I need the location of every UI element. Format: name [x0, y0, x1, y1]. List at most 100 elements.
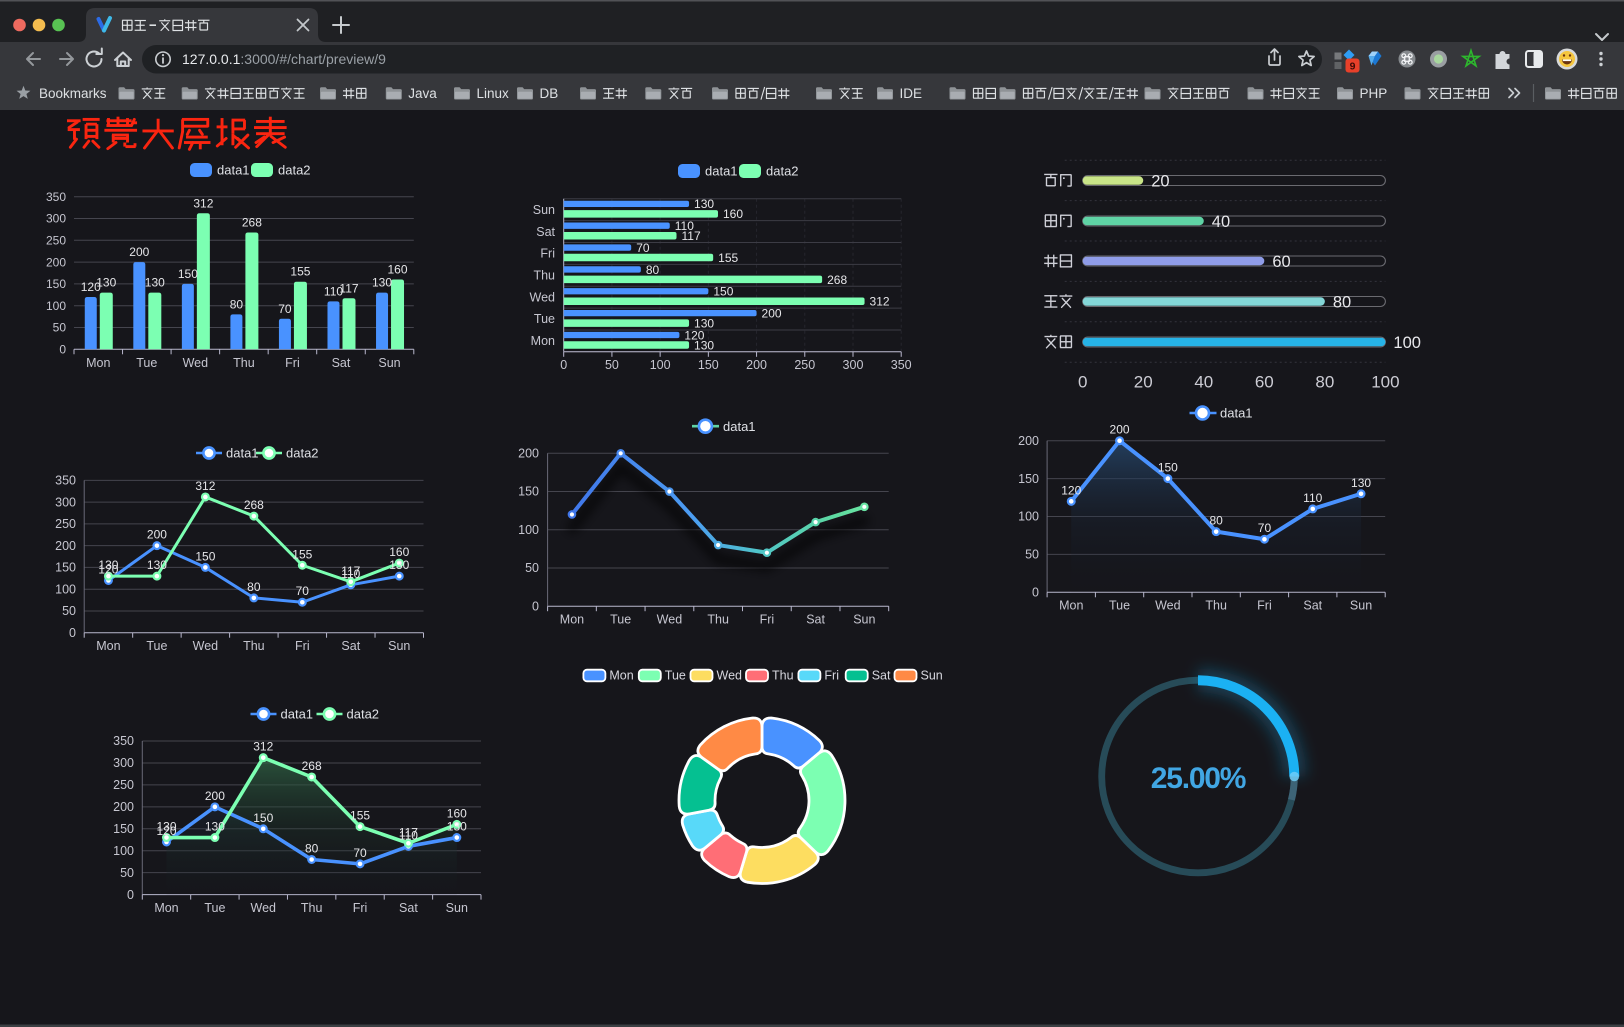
svg-text:Fri: Fri [353, 901, 368, 915]
svg-text:160: 160 [388, 263, 408, 277]
svg-text:Sat: Sat [536, 225, 555, 239]
svg-text:Sun: Sun [921, 669, 943, 683]
svg-text:150: 150 [1158, 461, 1178, 475]
svg-text:0: 0 [1078, 373, 1087, 392]
svg-text:130: 130 [389, 558, 409, 572]
svg-text:Wed: Wed [183, 356, 209, 370]
svg-text:IDE: IDE [900, 86, 923, 101]
svg-text:Tue: Tue [534, 312, 555, 326]
svg-text:120: 120 [156, 824, 176, 838]
svg-text:Mon: Mon [86, 356, 110, 370]
svg-text:Wed: Wed [530, 290, 556, 304]
svg-text:110: 110 [341, 567, 360, 581]
svg-text:100: 100 [46, 299, 66, 313]
svg-text:9: 9 [1350, 60, 1356, 72]
svg-text:Fri: Fri [824, 669, 839, 683]
svg-text:Tue: Tue [665, 669, 686, 683]
svg-text:data1: data1 [705, 164, 738, 179]
svg-text:Wed: Wed [193, 639, 219, 653]
svg-text:130: 130 [156, 820, 176, 834]
svg-text:Fri: Fri [1257, 599, 1272, 613]
svg-text:70: 70 [353, 846, 367, 860]
svg-text:Mon: Mon [154, 901, 178, 915]
svg-text:110: 110 [1303, 491, 1322, 505]
svg-text:Wed: Wed [717, 669, 743, 683]
svg-text:268: 268 [302, 759, 322, 773]
svg-text:0: 0 [532, 599, 539, 613]
svg-text:50: 50 [62, 604, 76, 618]
svg-text:80: 80 [646, 263, 660, 277]
svg-text:130: 130 [98, 558, 118, 572]
svg-text:80: 80 [230, 297, 244, 311]
svg-text:250: 250 [794, 358, 815, 372]
svg-text:130: 130 [372, 276, 392, 290]
svg-text:350: 350 [46, 190, 66, 204]
svg-text:Mon: Mon [531, 334, 555, 348]
svg-text:130: 130 [694, 316, 714, 330]
svg-text:200: 200 [46, 255, 66, 269]
svg-text:Wed: Wed [251, 901, 277, 915]
svg-text:100: 100 [650, 358, 671, 372]
svg-text:Sat: Sat [341, 639, 360, 653]
svg-text:200: 200 [746, 358, 767, 372]
svg-text:40: 40 [1212, 213, 1230, 231]
svg-text:117: 117 [682, 229, 701, 243]
svg-text:130: 130 [145, 276, 165, 290]
svg-text:110: 110 [324, 284, 343, 298]
svg-text:data2: data2 [278, 163, 311, 178]
svg-text:0: 0 [127, 888, 134, 902]
svg-text:Linux: Linux [477, 86, 510, 101]
svg-text:Thu: Thu [707, 613, 729, 627]
svg-text:350: 350 [113, 734, 134, 748]
svg-text:Wed: Wed [1155, 599, 1181, 613]
svg-text:80: 80 [1209, 514, 1223, 528]
svg-text:130: 130 [694, 197, 714, 211]
svg-text:120: 120 [98, 562, 118, 576]
svg-text:268: 268 [827, 273, 847, 287]
svg-text:Java: Java [408, 86, 437, 101]
svg-text:150: 150 [178, 267, 198, 281]
svg-text:Thu: Thu [243, 639, 265, 653]
svg-text:data1: data1 [217, 163, 250, 178]
svg-text:300: 300 [843, 358, 864, 372]
svg-text:300: 300 [55, 495, 76, 509]
svg-text:Mon: Mon [609, 669, 633, 683]
svg-text:70: 70 [296, 584, 310, 598]
svg-text:70: 70 [1258, 521, 1272, 535]
svg-text:25.00%: 25.00% [1151, 762, 1246, 795]
svg-text:200: 200 [113, 800, 134, 814]
svg-text:250: 250 [46, 234, 66, 248]
svg-text:155: 155 [290, 265, 310, 279]
svg-text:100: 100 [1371, 373, 1399, 392]
svg-text:130: 130 [147, 558, 167, 572]
svg-text:120: 120 [1061, 483, 1081, 497]
svg-text:data1: data1 [723, 419, 756, 434]
svg-text:PHP: PHP [1360, 86, 1388, 101]
svg-text:Thu: Thu [533, 269, 555, 283]
svg-text:350: 350 [55, 474, 76, 488]
svg-text:80: 80 [1315, 373, 1334, 392]
svg-text:200: 200 [762, 306, 782, 320]
svg-text:160: 160 [389, 545, 409, 559]
svg-text:200: 200 [1018, 434, 1039, 448]
svg-text:50: 50 [120, 866, 134, 880]
svg-text:130: 130 [694, 338, 714, 352]
svg-text:0: 0 [69, 626, 76, 640]
svg-text:0: 0 [1032, 586, 1039, 600]
svg-text:Sun: Sun [446, 901, 468, 915]
svg-text:200: 200 [147, 528, 167, 542]
svg-text:Sun: Sun [1350, 599, 1372, 613]
svg-text:160: 160 [447, 806, 467, 820]
svg-text:127.0.0.1:3000/#/chart/preview: 127.0.0.1:3000/#/chart/preview/9 [182, 51, 386, 67]
svg-text:150: 150 [253, 811, 273, 825]
svg-text:60: 60 [1255, 373, 1274, 392]
svg-text:Tue: Tue [146, 639, 167, 653]
svg-text:117: 117 [339, 281, 358, 295]
svg-text:80: 80 [305, 841, 319, 855]
svg-text:70: 70 [636, 241, 650, 255]
svg-text:Tue: Tue [136, 356, 157, 370]
svg-text:Sat: Sat [806, 613, 825, 627]
svg-text:Sun: Sun [533, 203, 555, 217]
svg-text:100: 100 [1018, 510, 1039, 524]
svg-text:Sun: Sun [388, 639, 410, 653]
